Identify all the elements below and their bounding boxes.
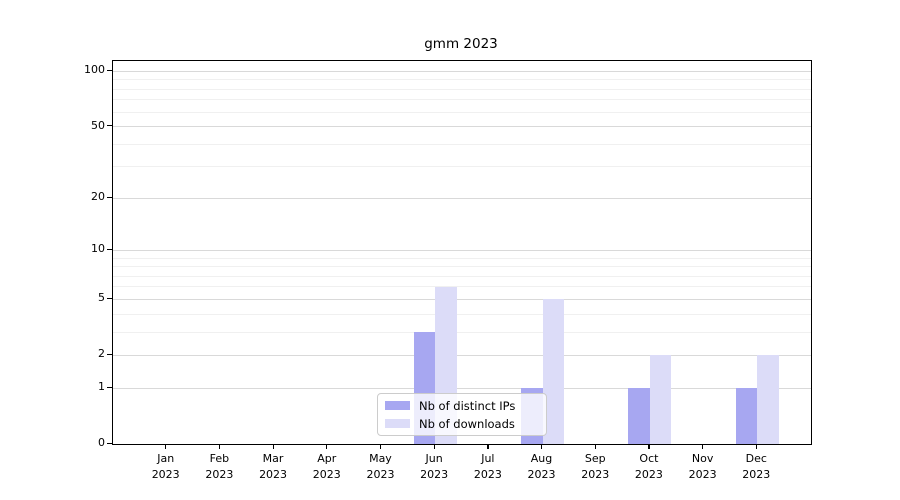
minor-gridline	[113, 99, 811, 101]
x-tick-label: Dec 2023	[742, 452, 771, 481]
x-tick-mark	[541, 444, 543, 449]
minor-gridline	[113, 257, 811, 259]
minor-gridline	[113, 79, 811, 81]
x-tick-label: Jun 2023	[420, 452, 449, 481]
y-tick-label: 2	[98, 347, 105, 361]
y-tick-label: 20	[91, 190, 105, 204]
x-tick-label: Aug 2023	[527, 452, 556, 481]
bar-downloads	[542, 299, 565, 444]
minor-gridline	[113, 111, 811, 113]
y-tick-mark	[107, 196, 112, 198]
legend-swatch-downloads	[385, 419, 410, 428]
y-tick-mark	[107, 386, 112, 388]
x-tick-mark	[648, 444, 650, 449]
x-tick-mark	[702, 444, 704, 449]
minor-gridline	[113, 331, 811, 333]
minor-gridline	[113, 166, 811, 168]
plot-area	[112, 60, 812, 445]
major-gridline	[113, 354, 811, 356]
y-tick-label: 50	[91, 118, 105, 132]
x-tick-label: Nov 2023	[688, 452, 717, 481]
minor-gridline	[113, 275, 811, 277]
legend-label-downloads: Nb of downloads	[419, 416, 515, 431]
chart-title: gmm 2023	[424, 36, 498, 52]
x-tick-mark	[218, 444, 221, 449]
legend-swatch-distinct-ips	[385, 401, 410, 410]
x-tick-mark	[379, 444, 382, 449]
minor-gridline	[113, 313, 811, 315]
bar-distinct-ips	[628, 388, 650, 444]
bar-downloads	[649, 355, 672, 444]
minor-gridline	[113, 266, 811, 268]
major-gridline	[113, 249, 811, 251]
x-tick-label: Apr 2023	[312, 452, 341, 481]
x-tick-label: Oct 2023	[634, 452, 663, 481]
minor-gridline	[113, 88, 811, 90]
x-tick-mark	[165, 444, 167, 449]
x-tick-mark	[433, 444, 435, 449]
x-tick-label: Mar 2023	[259, 452, 288, 481]
major-gridline	[113, 70, 811, 72]
bar-downloads	[757, 355, 779, 444]
x-tick-mark	[272, 444, 274, 449]
x-tick-label: Sep 2023	[581, 452, 610, 481]
x-tick-label: Feb 2023	[205, 452, 234, 481]
x-tick-mark	[326, 444, 328, 449]
y-tick-label: 1	[98, 380, 105, 394]
y-tick-mark	[107, 69, 112, 72]
x-tick-label: May 2023	[366, 452, 395, 481]
x-tick-label: Jan 2023	[151, 452, 180, 481]
bar-distinct-ips	[735, 388, 758, 444]
x-tick-mark	[487, 444, 489, 449]
minor-gridline	[113, 143, 811, 145]
x-tick-mark	[594, 444, 596, 449]
y-tick-mark	[107, 353, 112, 355]
major-gridline	[113, 197, 811, 199]
major-gridline	[113, 387, 811, 389]
y-tick-mark	[107, 125, 112, 127]
legend-label-distinct-ips: Nb of distinct IPs	[419, 398, 516, 413]
y-tick-label: 10	[91, 242, 105, 256]
major-gridline	[113, 126, 811, 128]
y-tick-label: 0	[98, 436, 105, 449]
y-tick-mark	[107, 297, 112, 300]
legend-item-distinct-ips: Nb of distinct IPs	[385, 399, 539, 413]
legend: Nb of distinct IPs Nb of downloads	[377, 393, 547, 436]
legend-item-downloads: Nb of downloads	[385, 417, 539, 431]
x-tick-mark	[755, 444, 757, 449]
x-tick-label: Jul 2023	[473, 452, 502, 481]
major-gridline	[113, 298, 811, 300]
y-tick-label: 5	[98, 291, 105, 305]
minor-gridline	[113, 286, 811, 288]
y-tick-mark	[107, 248, 112, 251]
y-tick-mark	[107, 442, 112, 444]
y-tick-label: 100	[84, 63, 105, 77]
